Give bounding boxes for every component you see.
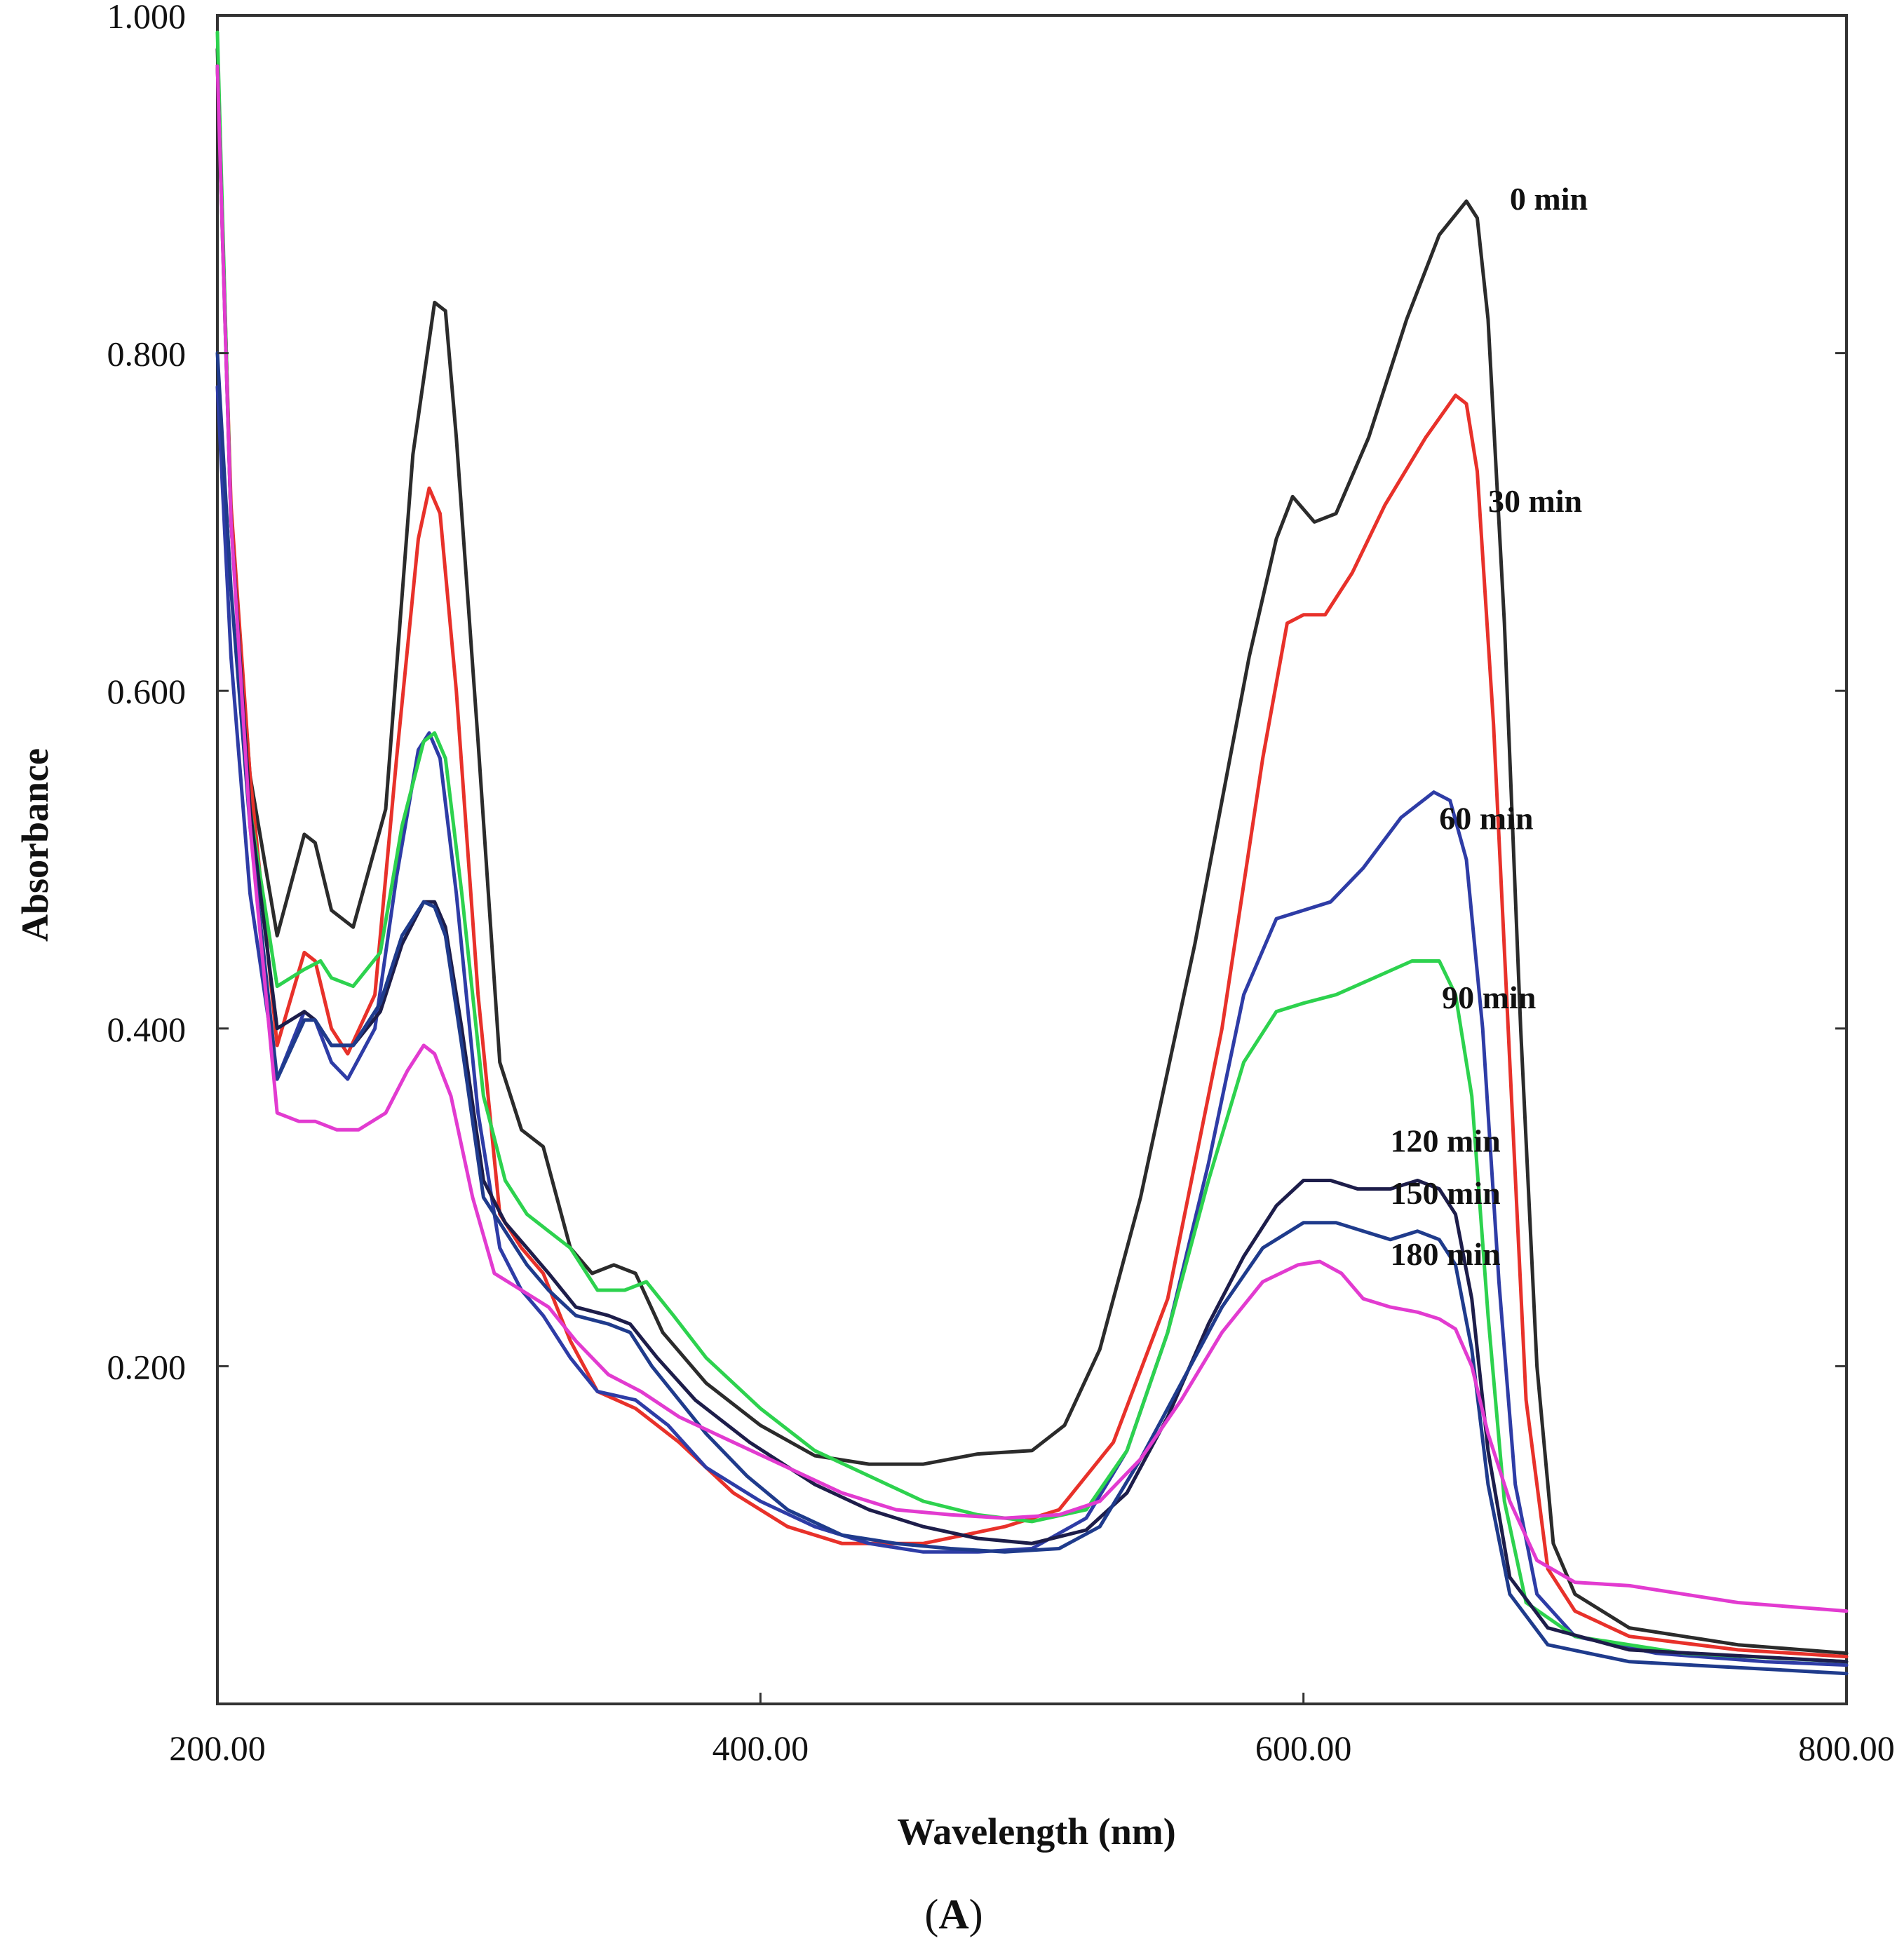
plot-border xyxy=(216,14,1848,1705)
y-tick-label: 0.200 xyxy=(107,1347,187,1386)
panel-label: (A) xyxy=(924,1891,983,1937)
series-line-90-min xyxy=(215,30,1849,1664)
panel-label-open: ( xyxy=(924,1891,938,1937)
series-line-150-min xyxy=(215,351,1849,1676)
x-tick-label: 200.00 xyxy=(169,1728,266,1768)
y-axis-title: Absorbance xyxy=(14,748,56,942)
x-tick-label: 600.00 xyxy=(1255,1728,1352,1768)
x-tick-label: 400.00 xyxy=(713,1728,809,1768)
series-label-150-min: 150 min xyxy=(1391,1175,1501,1211)
panel-label-letter: A xyxy=(938,1891,968,1937)
plot-frame xyxy=(216,14,1848,1705)
panel-label-close: ) xyxy=(969,1891,983,1937)
series-line-120-min xyxy=(215,64,1849,1664)
series-label-180-min: 180 min xyxy=(1391,1236,1501,1272)
y-tick-label: 0.600 xyxy=(107,672,187,711)
series-line-180-min xyxy=(215,64,1849,1613)
series-curves xyxy=(215,30,1849,1676)
series-line-30-min xyxy=(215,64,1849,1659)
y-tick-label: 0.400 xyxy=(107,1010,187,1049)
series-label-30-min: 30 min xyxy=(1488,483,1582,519)
series-label-0-min: 0 min xyxy=(1510,181,1588,217)
y-tick-label: 0.800 xyxy=(107,334,187,374)
series-label-60-min: 60 min xyxy=(1439,801,1533,837)
axis-ticks: 200.00 400.00 600.00 800.00 0.200 0.400 0.600 0… xyxy=(107,0,1895,1768)
series-label-90-min: 90 min xyxy=(1442,980,1536,1015)
x-axis-title: Wavelength (nm) xyxy=(897,1810,1176,1853)
series-label-120-min: 120 min xyxy=(1391,1123,1501,1159)
series-line-0-min xyxy=(215,47,1849,1656)
x-tick-label: 800.00 xyxy=(1798,1728,1895,1768)
curve-labels: 0 min 30 min 60 min 90 min 120 min 150 min 180… xyxy=(1391,181,1588,1272)
y-tick-label: 1.000 xyxy=(107,0,187,36)
